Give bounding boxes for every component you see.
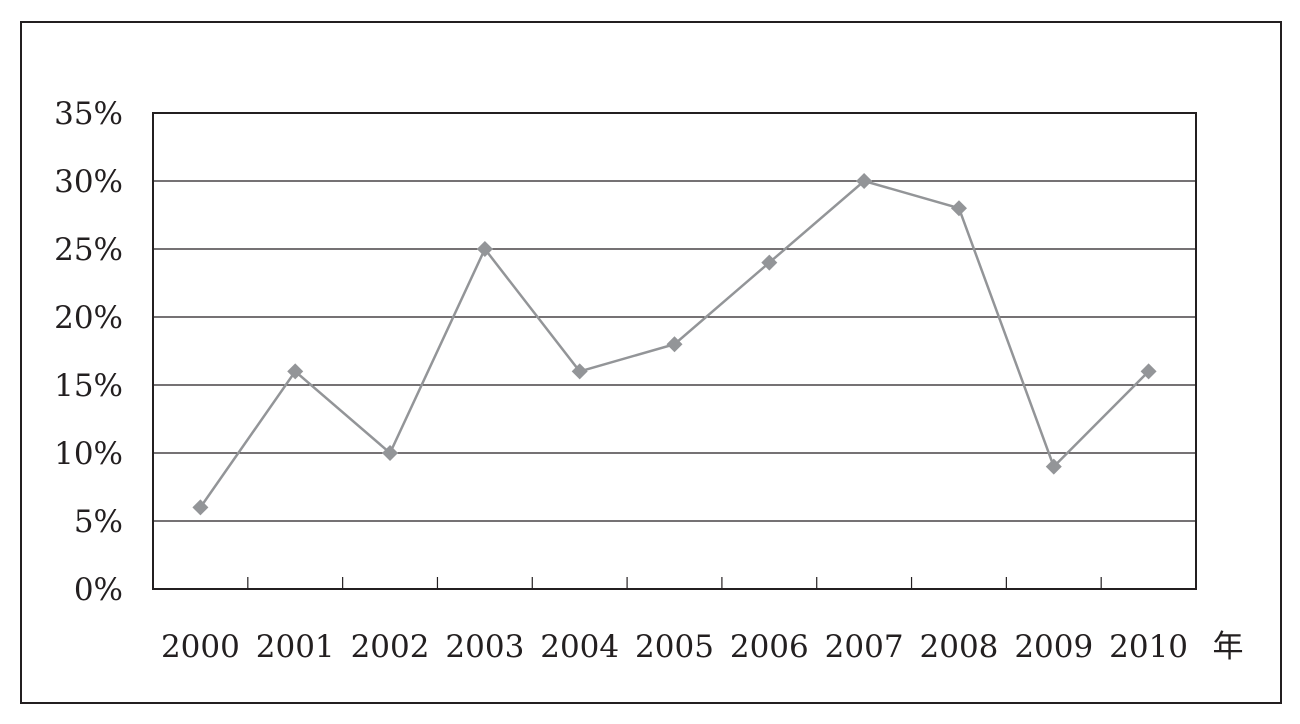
y-tick-label: 5% xyxy=(74,504,123,540)
y-tick-label: 20% xyxy=(54,300,123,336)
y-tick-label: 35% xyxy=(54,96,123,132)
data-point-marker xyxy=(856,173,873,189)
series-markers xyxy=(192,173,1157,516)
plot-area xyxy=(152,112,1197,590)
data-point-marker xyxy=(192,499,209,516)
data-point-marker xyxy=(382,445,399,461)
x-tick-label: 2001 xyxy=(256,629,335,665)
y-tick-label: 10% xyxy=(54,436,123,472)
data-point-marker xyxy=(571,363,588,380)
y-tick-label: 0% xyxy=(74,572,123,608)
gridlines xyxy=(153,180,1196,522)
x-tick-label: 2005 xyxy=(635,629,714,665)
x-axis-labels: 2000 2001 2002 2003 2004 2005 2006 2007 2008 2009… xyxy=(161,629,1188,665)
y-tick-label: 30% xyxy=(54,164,123,200)
x-tick-label: 2006 xyxy=(730,629,809,665)
x-axis-unit-label: 年 xyxy=(1213,629,1244,665)
x-tick-label: 2010 xyxy=(1109,629,1188,665)
x-tick-label: 2009 xyxy=(1014,629,1093,665)
data-point-marker xyxy=(1140,363,1157,380)
x-tick-label: 2000 xyxy=(161,629,240,665)
x-tick-label: 2002 xyxy=(351,629,430,665)
data-point-marker xyxy=(950,200,967,217)
x-axis-ticks xyxy=(247,577,1102,589)
y-tick-label: 15% xyxy=(54,368,123,404)
data-point-marker xyxy=(666,336,683,353)
x-tick-label: 2007 xyxy=(825,629,904,665)
x-tick-label: 2004 xyxy=(540,629,619,665)
chart-frame xyxy=(20,21,1282,704)
data-point-marker xyxy=(287,363,304,380)
data-point-marker xyxy=(1045,458,1062,475)
x-tick-label: 2003 xyxy=(445,629,524,665)
data-point-marker xyxy=(476,241,493,257)
y-tick-label: 25% xyxy=(54,232,123,268)
data-point-marker xyxy=(761,254,778,271)
y-axis-labels: 0% 5% 10% 15% 20% 25% 30% 35% xyxy=(54,96,123,608)
x-tick-label: 2008 xyxy=(920,629,999,665)
